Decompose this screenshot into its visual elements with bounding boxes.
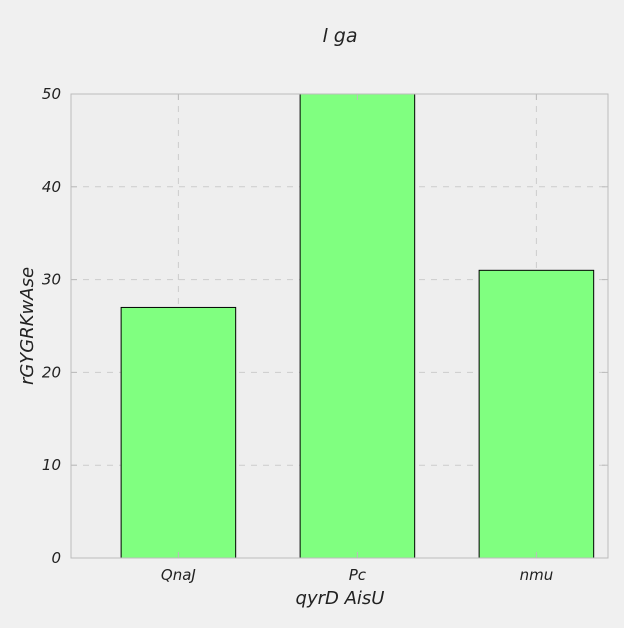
bar-Pc bbox=[299, 93, 416, 559]
tick-marks bbox=[71, 93, 608, 559]
y-tick-label: 50 bbox=[42, 85, 61, 103]
y-tick-label: 10 bbox=[42, 456, 61, 474]
y-tick-label: 30 bbox=[42, 271, 61, 289]
y-tick-labels: 0 10 20 30 40 50 bbox=[42, 85, 61, 567]
x-tick-label: QnaJ bbox=[161, 566, 196, 584]
y-tick-label: 40 bbox=[42, 178, 61, 196]
y-tick-label: 20 bbox=[42, 363, 61, 381]
x-axis-label: qyrD AisU bbox=[296, 588, 385, 609]
x-tick-label: nmu bbox=[520, 566, 554, 584]
x-tick-label: Pc bbox=[349, 566, 367, 584]
x-tick-labels: QnaJ Pc nmu bbox=[161, 566, 553, 584]
chart-title: l ga bbox=[322, 25, 357, 47]
y-tick-label: 0 bbox=[51, 549, 61, 567]
bar-QnaJ bbox=[120, 306, 237, 559]
axes-frame bbox=[70, 93, 609, 559]
y-axis-label: rGYGRKwAse bbox=[17, 267, 38, 385]
bar-nmu bbox=[478, 269, 595, 559]
